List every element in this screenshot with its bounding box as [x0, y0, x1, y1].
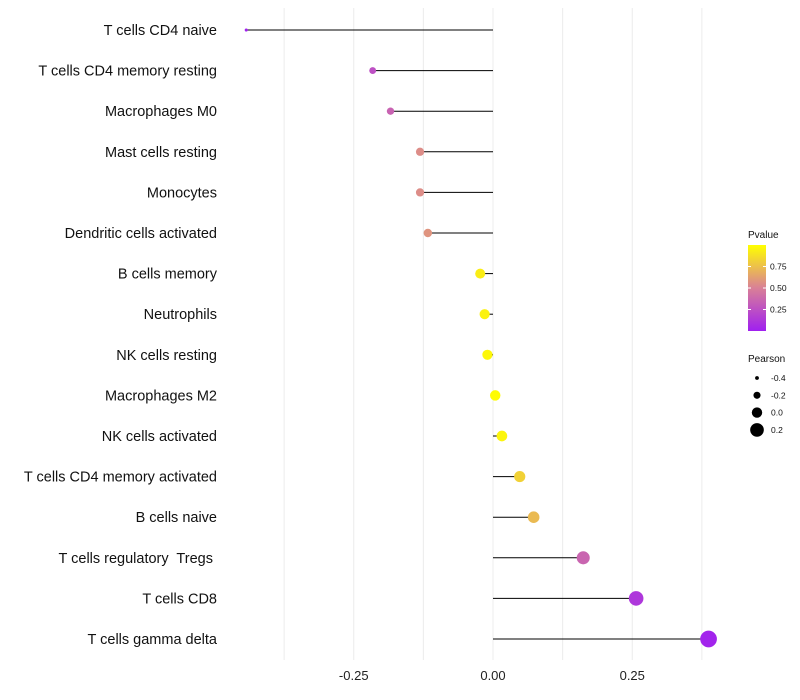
pvalue-tick-label: 0.75: [770, 262, 787, 272]
category-label: T cells CD8: [142, 591, 217, 607]
pvalue-tick-label: 0.50: [770, 283, 787, 293]
category-label: T cells gamma delta: [88, 632, 218, 648]
category-labels: T cells CD4 naive T cells CD4 memory rest…: [24, 23, 218, 648]
lollipop-point: [514, 471, 526, 483]
category-label: Dendritic cells activated: [65, 226, 217, 242]
category-label: Monocytes: [147, 185, 217, 201]
lollipop-point: [475, 268, 486, 279]
lollipop-point: [369, 67, 377, 75]
pearson-key-label: 0.0: [771, 408, 783, 418]
lollipop-point: [386, 107, 395, 115]
category-label: T cells CD4 memory resting: [38, 64, 217, 80]
lollipop-point: [415, 188, 425, 197]
lollipop-point: [496, 430, 508, 442]
pearson-keys: -0.4 -0.2 0.0 0.2: [750, 373, 786, 437]
lollipop-point: [527, 511, 540, 523]
pearson-key-label: 0.2: [771, 425, 783, 435]
pearson-key-dot: [750, 423, 764, 437]
category-label: Mast cells resting: [105, 145, 217, 161]
lollipop-point: [700, 630, 717, 648]
category-label: T cells CD4 naive: [104, 23, 217, 39]
category-label: NK cells resting: [116, 348, 217, 364]
pearson-key-label: -0.2: [771, 390, 786, 400]
x-axis-ticks: -0.25 0.00 0.25: [339, 668, 645, 683]
lollipop-point: [479, 309, 490, 320]
lollipop-points: [244, 28, 717, 648]
pearson-key-dot: [753, 391, 761, 399]
x-tick-label: -0.25: [339, 668, 369, 683]
legend-pvalue-title: Pvalue: [748, 230, 779, 241]
category-label: B cells naive: [136, 510, 217, 526]
category-label: Macrophages M0: [105, 104, 217, 120]
lollipop-point: [244, 28, 248, 32]
pvalue-colorbar: [748, 245, 766, 331]
lollipop-point: [490, 390, 501, 401]
category-label: Neutrophils: [144, 307, 217, 323]
legend-pearson-title: Pearson: [748, 354, 785, 365]
legend-pvalue: Pvalue 0.25 0.50 0.75: [748, 230, 787, 331]
pearson-key-dot: [751, 407, 763, 418]
lollipop-point: [628, 591, 644, 606]
grid-lines: [283, 8, 703, 660]
legend-pearson: Pearson -0.4 -0.2 0.0 0.2: [748, 354, 786, 437]
pvalue-ticks: 0.25 0.50 0.75: [748, 262, 787, 315]
lollipop-point: [482, 349, 493, 360]
category-label: NK cells activated: [102, 429, 217, 445]
x-tick-label: 0.25: [620, 668, 645, 683]
x-tick-label: 0.00: [480, 668, 505, 683]
lollipop-stems: [246, 29, 709, 640]
lollipop-point: [576, 551, 590, 565]
lollipop-point: [415, 147, 425, 156]
lollipop-point: [423, 228, 433, 238]
category-label: B cells memory: [118, 267, 218, 283]
pearson-key-label: -0.4: [771, 373, 786, 383]
category-label: Macrophages M2: [105, 388, 217, 404]
category-label: T cells CD4 memory activated: [24, 470, 217, 486]
pvalue-tick-label: 0.25: [770, 305, 787, 315]
pearson-key-dot: [755, 376, 759, 380]
category-label: T cells regulatory Tregs: [59, 551, 218, 567]
